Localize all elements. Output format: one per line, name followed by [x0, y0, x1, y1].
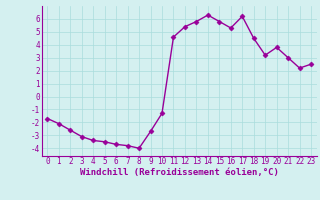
- X-axis label: Windchill (Refroidissement éolien,°C): Windchill (Refroidissement éolien,°C): [80, 168, 279, 177]
